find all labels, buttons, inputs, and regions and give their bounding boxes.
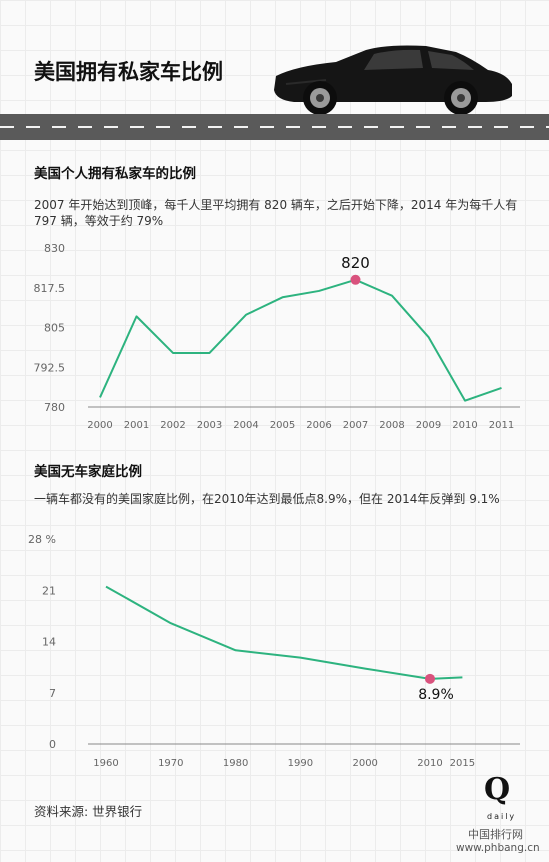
x-tick-label: 2009 <box>416 420 441 431</box>
y-tick-label: 21 <box>42 584 56 597</box>
watermark-url: www.phbang.cn <box>456 842 540 854</box>
series-line <box>105 585 463 680</box>
y-tick-label: 14 <box>42 636 56 649</box>
page-title: 美国拥有私家车比例 <box>34 60 223 84</box>
x-tick-label: 2011 <box>489 420 514 431</box>
y-tick-label: 28 % <box>28 533 56 546</box>
x-tick-label: 2000 <box>352 758 377 769</box>
x-tick-label: 1960 <box>93 758 118 769</box>
car-ownership-chart: 830 817.5 805 792.5 780 2000 2001 2002 2003 2004 2… <box>34 242 520 431</box>
highlight-point <box>425 673 435 684</box>
source-note: 资料来源: 世界银行 <box>34 804 143 819</box>
x-tick-label: 2007 <box>343 420 368 431</box>
x-tick-label: 2006 <box>306 420 331 431</box>
road-banner <box>0 114 549 140</box>
x-tick-label: 2010 <box>417 758 442 769</box>
y-tick-label: 805 <box>44 322 65 335</box>
x-tick-label: 2000 <box>87 420 112 431</box>
x-tick-label: 2001 <box>124 420 149 431</box>
chart2-title: 美国无车家庭比例 <box>34 464 142 480</box>
y-tick-label: 792.5 <box>34 361 66 374</box>
y-tick-label: 830 <box>44 242 65 255</box>
carless-households-chart: 28 % 21 14 7 0 1960 1970 1980 1990 2000 2010 2015 8.… <box>28 533 520 769</box>
brand-logo: Q <box>484 772 511 807</box>
highlight-point <box>350 274 361 285</box>
watermark-site-name: 中国排行网 <box>468 828 523 841</box>
highlight-label: 8.9% <box>418 687 454 703</box>
chart1-description: 2007 年开始达到顶峰，每千人里平均拥有 820 辆车，之后开始下降，2014… <box>34 198 518 228</box>
chart1-title: 美国个人拥有私家车的比例 <box>34 166 196 182</box>
x-tick-label: 2003 <box>197 420 222 431</box>
x-tick-label: 2015 <box>450 758 475 769</box>
y-tick-label: 817.5 <box>34 282 66 295</box>
series-line <box>99 278 502 402</box>
y-tick-label: 7 <box>49 687 56 700</box>
x-tick-label: 1970 <box>158 758 183 769</box>
car-icon <box>274 45 512 115</box>
x-tick-label: 1980 <box>223 758 248 769</box>
x-tick-label: 1990 <box>288 758 313 769</box>
chart2-description: 一辆车都没有的美国家庭比例，在2010年达到最低点8.9%，但在 2014年反弹… <box>34 492 500 506</box>
x-tick-label: 2010 <box>452 420 477 431</box>
x-tick-label: 2004 <box>233 420 258 431</box>
brand-logo-daily: daily <box>487 812 517 821</box>
y-tick-label: 0 <box>49 738 56 751</box>
x-tick-label: 2008 <box>379 420 404 431</box>
x-tick-label: 2002 <box>160 420 185 431</box>
highlight-label: 820 <box>341 254 370 272</box>
x-tick-label: 2005 <box>270 420 295 431</box>
y-tick-label: 780 <box>44 401 65 414</box>
